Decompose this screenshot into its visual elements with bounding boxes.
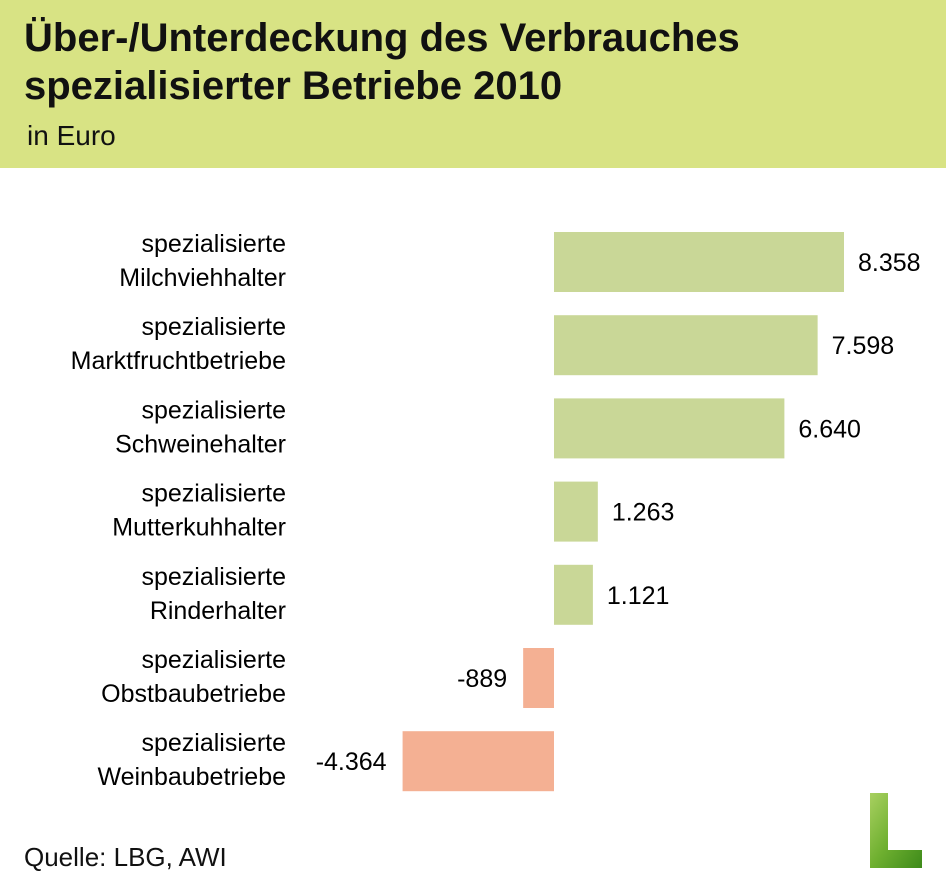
value-label: -4.364: [316, 748, 387, 776]
category-label: Rinderhalter: [150, 597, 286, 625]
category-label: spezialisierte: [141, 313, 286, 341]
bar: [554, 398, 785, 459]
bar: [554, 232, 844, 292]
value-label: 8.358: [858, 249, 921, 277]
chart-subtitle: in Euro: [27, 120, 116, 151]
category-label: Obstbaubetriebe: [101, 680, 286, 708]
value-label: 1.263: [612, 499, 675, 527]
chart-title: Über-/Unterdeckung des Verbrauches spezia…: [24, 14, 740, 110]
source-note: Quelle: LBG, AWI: [24, 842, 227, 872]
category-label: Mutterkuhhalter: [112, 514, 286, 542]
value-label: -889: [457, 665, 507, 693]
value-label: 7.598: [832, 332, 895, 360]
category-label: spezialisierte: [141, 646, 286, 674]
category-label: spezialisierte: [141, 563, 286, 591]
category-label: spezialisierte: [141, 230, 286, 258]
category-label: spezialisierte: [141, 480, 286, 508]
value-label: 1.121: [607, 582, 670, 610]
category-label: Schweinehalter: [115, 430, 286, 458]
logo-l-icon: [870, 793, 922, 868]
category-label: Milchviehhalter: [119, 264, 286, 292]
category-label: Marktfruchtbetriebe: [71, 347, 286, 375]
category-label: spezialisierte: [141, 396, 286, 424]
header-band: Über-/Unterdeckung des Verbrauches spezia…: [0, 0, 946, 168]
title-line-2: spezialisierter Betriebe 2010: [24, 64, 563, 108]
bar: [402, 731, 554, 792]
bar: [554, 481, 598, 542]
title-line-1: Über-/Unterdeckung des Verbrauches: [24, 16, 740, 60]
category-label: spezialisierte: [141, 729, 286, 757]
category-label: Weinbaubetriebe: [97, 763, 286, 791]
bar: [523, 648, 554, 708]
bar: [554, 564, 593, 625]
bar: [554, 315, 818, 376]
value-label: 6.640: [798, 415, 861, 443]
